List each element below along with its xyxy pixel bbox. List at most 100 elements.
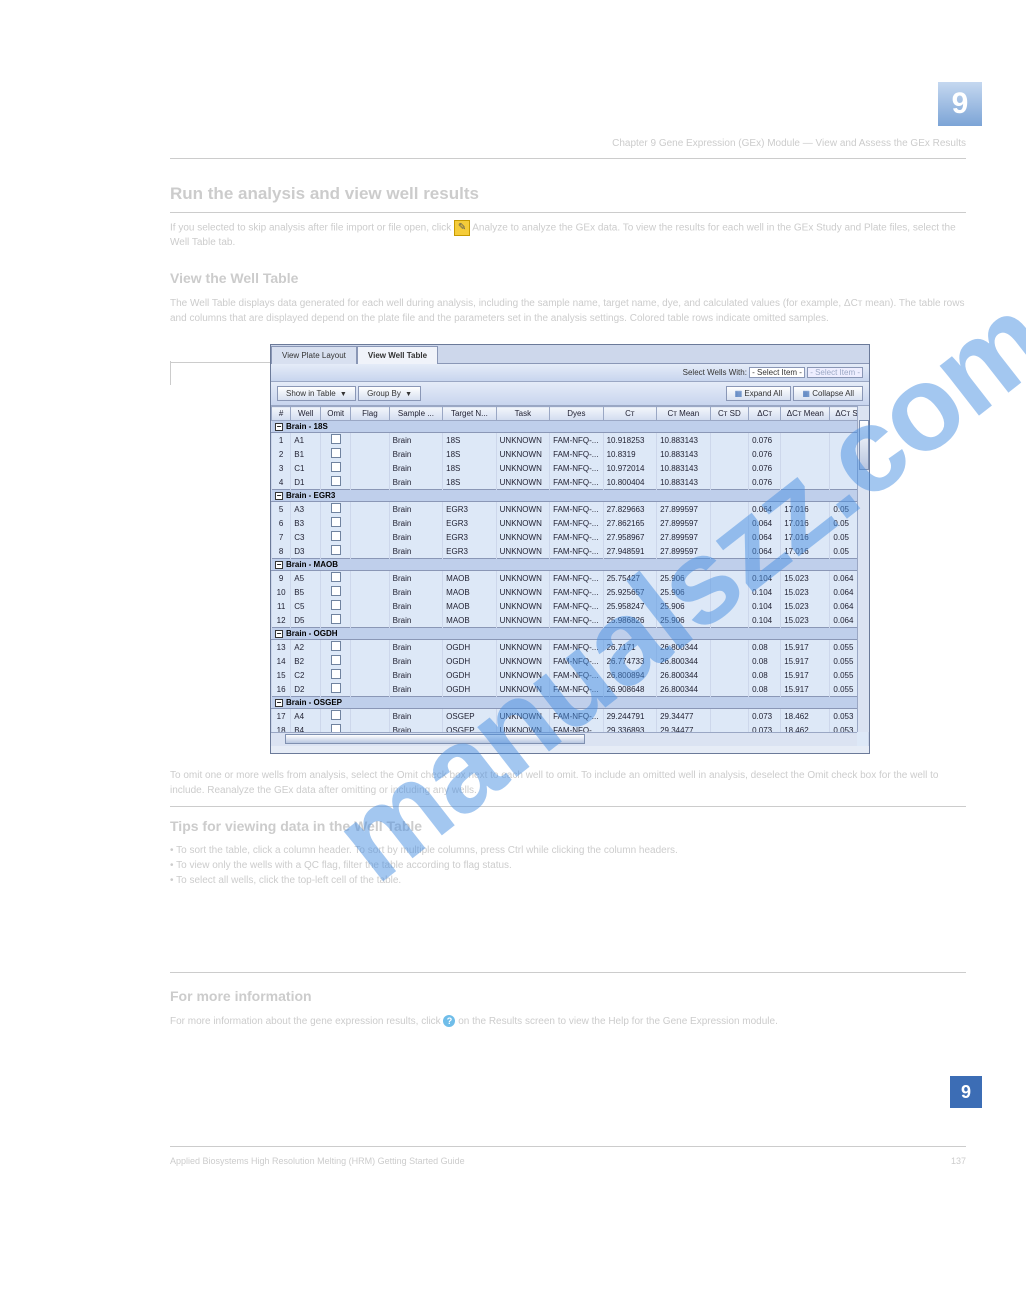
formore-title: For more information — [170, 988, 966, 1004]
omit-checkbox[interactable] — [331, 531, 341, 541]
rule — [170, 806, 966, 807]
omit-checkbox[interactable] — [331, 710, 341, 720]
subsection-body: The Well Table displays data generated f… — [170, 296, 966, 326]
col-task[interactable]: Task — [496, 407, 549, 421]
table-row[interactable]: 4D1Brain18SUNKNOWNFAM-NFQ-...10.80040410… — [272, 475, 869, 490]
omit-checkbox[interactable] — [331, 517, 341, 527]
table-row[interactable]: 16D2BrainOGDHUNKNOWNFAM-NFQ-...26.908648… — [272, 682, 869, 697]
omit-paragraph: To omit one or more wells from analysis,… — [170, 768, 966, 798]
filter-label: Select Wells With: — [683, 368, 747, 377]
omit-checkbox[interactable] — [331, 655, 341, 665]
scroll-thumb[interactable] — [285, 734, 585, 744]
subsection-title: View the Well Table — [170, 270, 298, 286]
omit-checkbox[interactable] — [331, 448, 341, 458]
scroll-thumb[interactable] — [859, 420, 869, 470]
col-well[interactable]: Well — [291, 407, 321, 421]
table-row[interactable]: 9A5BrainMAOBUNKNOWNFAM-NFQ-...25.7542725… — [272, 571, 869, 586]
table-wrap: # Well Omit Flag Sample ... Target N... … — [271, 406, 869, 746]
horizontal-scrollbar[interactable] — [271, 732, 857, 746]
col-sample[interactable]: Sample ... — [389, 407, 442, 421]
tips-block: Tips for viewing data in the Well Table … — [170, 816, 966, 888]
col-ctmean[interactable]: Cт Mean — [657, 407, 710, 421]
col-omit[interactable]: Omit — [321, 407, 351, 421]
footer-right: 137 — [951, 1156, 966, 1166]
table-row[interactable]: 1A1Brain18SUNKNOWNFAM-NFQ-...10.91825310… — [272, 433, 869, 448]
group-row[interactable]: −Brain - MAOB — [272, 559, 869, 571]
rule — [170, 212, 966, 213]
filter-select-2[interactable]: - Select Item - — [807, 367, 863, 378]
omit-checkbox[interactable] — [331, 669, 341, 679]
intro-para: If you selected to skip analysis after f… — [170, 220, 966, 250]
omit-checkbox[interactable] — [331, 600, 341, 610]
page-header: Chapter 9 Gene Expression (GEx) Module —… — [170, 138, 966, 149]
group-row[interactable]: −Brain - OGDH — [272, 628, 869, 640]
chapter-number-box: 9 — [938, 82, 982, 126]
well-table: # Well Omit Flag Sample ... Target N... … — [271, 406, 869, 746]
table-row[interactable]: 14B2BrainOGDHUNKNOWNFAM-NFQ-...26.774733… — [272, 654, 869, 668]
omit-checkbox[interactable] — [331, 434, 341, 444]
column-header-row[interactable]: # Well Omit Flag Sample ... Target N... … — [272, 407, 869, 421]
analyze-icon: ✎ — [454, 220, 470, 236]
group-row[interactable]: −Brain - 18S — [272, 421, 869, 433]
group-by-button[interactable]: Group By — [358, 386, 421, 401]
table-row[interactable]: 10B5BrainMAOBUNKNOWNFAM-NFQ-...25.925657… — [272, 585, 869, 599]
expand-all-button[interactable]: Expand All — [726, 386, 792, 401]
table-row[interactable]: 3C1Brain18SUNKNOWNFAM-NFQ-...10.97201410… — [272, 461, 869, 475]
group-row[interactable]: −Brain - OSGEP — [272, 697, 869, 709]
group-row[interactable]: −Brain - EGR3 — [272, 490, 869, 502]
omit-checkbox[interactable] — [331, 572, 341, 582]
page-chapter-side: 9 — [950, 1076, 982, 1108]
omit-checkbox[interactable] — [331, 614, 341, 624]
table-row[interactable]: 13A2BrainOGDHUNKNOWNFAM-NFQ-...26.717126… — [272, 640, 869, 655]
omit-checkbox[interactable] — [331, 476, 341, 486]
text: on the Results screen to view the Help f… — [458, 1016, 778, 1027]
tab-well-table[interactable]: View Well Table — [357, 346, 438, 364]
col-dctmean[interactable]: ΔCт Mean — [781, 407, 830, 421]
text: If you selected to skip analysis after f… — [170, 223, 454, 234]
tab-plate-layout[interactable]: View Plate Layout — [271, 346, 357, 364]
footer: Applied Biosystems High Resolution Melti… — [170, 1156, 966, 1166]
tab-strip: View Plate Layout View Well Table — [271, 345, 869, 364]
help-icon: ? — [443, 1015, 455, 1027]
rule — [170, 972, 966, 973]
formore-body: For more information about the gene expr… — [170, 1014, 966, 1029]
col-ctsd[interactable]: Cт SD — [710, 407, 749, 421]
col-ct[interactable]: Cт — [603, 407, 656, 421]
option-left: Show in Table Group By — [277, 386, 421, 401]
rule — [170, 1146, 966, 1147]
tip-item: To select all wells, click the top-left … — [176, 875, 401, 886]
text: For more information about the gene expr… — [170, 1016, 443, 1027]
col-dct[interactable]: ΔCт — [749, 407, 781, 421]
filter-select-1[interactable]: - Select Item - — [749, 367, 805, 378]
col-index[interactable]: # — [272, 407, 291, 421]
omit-checkbox[interactable] — [331, 462, 341, 472]
table-row[interactable]: 7C3BrainEGR3UNKNOWNFAM-NFQ-...27.9589672… — [272, 530, 869, 544]
rule — [170, 158, 966, 159]
table-row[interactable]: 5A3BrainEGR3UNKNOWNFAM-NFQ-...27.8296632… — [272, 502, 869, 517]
omit-checkbox[interactable] — [331, 683, 341, 693]
col-dyes[interactable]: Dyes — [550, 407, 603, 421]
connector-line — [170, 362, 270, 363]
show-in-table-button[interactable]: Show in Table — [277, 386, 356, 401]
table-row[interactable]: 15C2BrainOGDHUNKNOWNFAM-NFQ-...26.800894… — [272, 668, 869, 682]
omit-checkbox[interactable] — [331, 641, 341, 651]
vertical-scrollbar[interactable] — [857, 406, 869, 732]
omit-checkbox[interactable] — [331, 503, 341, 513]
filter-bar: Select Wells With: - Select Item - - Sel… — [271, 364, 869, 382]
col-target[interactable]: Target N... — [443, 407, 496, 421]
table-row[interactable]: 2B1Brain18SUNKNOWNFAM-NFQ-...10.831910.8… — [272, 447, 869, 461]
table-row[interactable]: 11C5BrainMAOBUNKNOWNFAM-NFQ-...25.958247… — [272, 599, 869, 613]
table-row[interactable]: 17A4BrainOSGEPUNKNOWNFAM-NFQ-...29.24479… — [272, 709, 869, 724]
omit-checkbox[interactable] — [331, 545, 341, 555]
table-row[interactable]: 8D3BrainEGR3UNKNOWNFAM-NFQ-...27.9485912… — [272, 544, 869, 559]
table-row[interactable]: 12D5BrainMAOBUNKNOWNFAM-NFQ-...25.986826… — [272, 613, 869, 628]
footer-left: Applied Biosystems High Resolution Melti… — [170, 1156, 465, 1166]
collapse-all-button[interactable]: Collapse All — [793, 386, 863, 401]
tip-item: To sort the table, click a column header… — [176, 845, 678, 856]
col-flag[interactable]: Flag — [351, 407, 390, 421]
omit-checkbox[interactable] — [331, 586, 341, 596]
option-bar: Show in Table Group By Expand All Collap… — [271, 382, 869, 406]
table-row[interactable]: 6B3BrainEGR3UNKNOWNFAM-NFQ-...27.8621652… — [272, 516, 869, 530]
option-right: Expand All Collapse All — [726, 386, 863, 401]
tip-item: To view only the wells with a QC flag, f… — [176, 860, 512, 871]
